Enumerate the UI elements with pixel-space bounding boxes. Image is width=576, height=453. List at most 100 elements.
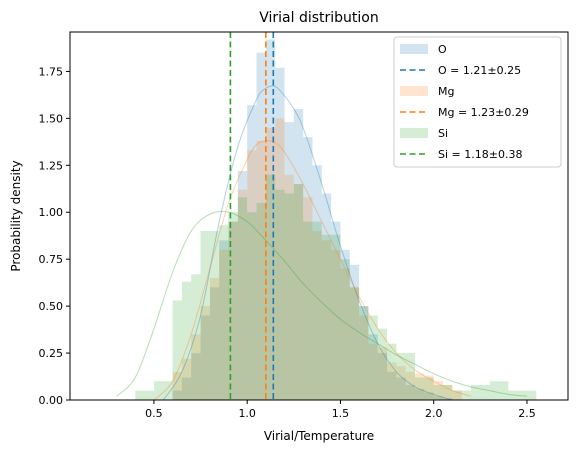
histogram-bar xyxy=(331,249,341,400)
x-tick-label: 2.5 xyxy=(518,407,536,420)
histogram-bar xyxy=(172,371,182,400)
histogram-bar xyxy=(265,127,276,400)
histogram-bar xyxy=(452,390,462,400)
histogram-bar xyxy=(219,249,229,400)
y-tick-label: 1.50 xyxy=(39,112,64,125)
histogram-bar xyxy=(181,358,192,400)
histogram-bar xyxy=(387,371,397,400)
kde-curve-mg xyxy=(153,140,472,400)
y-tick-label: 0.75 xyxy=(39,253,64,266)
legend-swatch xyxy=(400,128,428,138)
histogram-bar xyxy=(275,118,285,400)
x-tick-label: 1.5 xyxy=(332,407,350,420)
histogram-bar xyxy=(135,390,154,400)
plot-area xyxy=(116,32,537,400)
legend-label: Si = 1.18±0.38 xyxy=(438,148,522,161)
kde-curve-o xyxy=(162,85,453,400)
legend-swatch xyxy=(400,44,428,54)
histogram-bar xyxy=(284,174,294,400)
plot-frame xyxy=(69,31,569,401)
histogram-bar xyxy=(237,197,248,400)
legend-label: Mg = 1.23±0.29 xyxy=(438,106,529,119)
y-tick-label: 1.00 xyxy=(39,206,64,219)
legend: O O = 1.21±0.25 Mg Mg = 1.23±0.29 Si Si = 1.1… xyxy=(393,36,562,168)
histogram-bar xyxy=(433,396,444,400)
histogram-bar xyxy=(349,287,360,400)
histogram-bar xyxy=(228,212,238,400)
histogram-bar xyxy=(377,347,388,400)
histogram-bar xyxy=(247,150,257,400)
y-tick-label: 1.75 xyxy=(39,65,64,78)
histogram-bar xyxy=(424,375,434,400)
histogram-bar xyxy=(228,221,238,400)
histogram-bar xyxy=(331,221,341,400)
histogram-bar xyxy=(452,390,472,400)
histogram-bar xyxy=(396,366,406,400)
histogram-bar xyxy=(303,197,313,400)
histogram-bar xyxy=(359,306,369,400)
histogram-bar xyxy=(209,287,220,400)
histogram-bar xyxy=(405,384,416,400)
x-tick-label: 1.0 xyxy=(238,407,256,420)
y-tick-label: 0.00 xyxy=(39,394,64,407)
histogram-bar xyxy=(237,189,248,400)
histogram-bar xyxy=(415,377,434,400)
histogram-bar xyxy=(219,240,229,400)
histogram-bar xyxy=(172,390,182,400)
histogram-bar xyxy=(377,353,388,400)
x-axis-label: Virial/Temperature xyxy=(264,429,374,443)
histogram-bar xyxy=(396,377,406,400)
histogram-bar xyxy=(191,334,201,400)
histogram-bar xyxy=(508,390,537,400)
histogram-bar xyxy=(191,353,201,400)
legend-label: Si xyxy=(438,127,448,140)
histogram-bar xyxy=(191,274,201,400)
histogram-bar xyxy=(443,384,453,400)
histogram-bar xyxy=(247,212,257,400)
histogram-bar xyxy=(405,353,416,400)
histogram-bar xyxy=(256,202,266,400)
histogram-o xyxy=(172,39,453,400)
y-axis-label: Probability density xyxy=(9,160,23,271)
histogram-bar xyxy=(415,373,425,400)
histogram-bar xyxy=(200,315,210,400)
legend-box xyxy=(393,36,562,168)
histogram-bar xyxy=(247,105,257,400)
histogram-bar xyxy=(275,67,285,400)
histogram-bar xyxy=(293,108,304,400)
legend-label: O = 1.21±0.25 xyxy=(438,64,521,77)
x-tick-label: 0.5 xyxy=(145,407,163,420)
histogram-bar xyxy=(228,221,238,400)
histogram-bar xyxy=(303,137,313,400)
histogram-bar xyxy=(387,343,397,400)
histogram-bar xyxy=(181,377,192,400)
histogram-bar xyxy=(415,388,425,400)
histogram-bar xyxy=(275,189,285,400)
histogram-bar xyxy=(368,343,378,400)
histogram-bar xyxy=(321,234,341,400)
histogram-bar xyxy=(321,240,332,400)
x-axis: 0.5 1.0 1.5 2.0 2.5 xyxy=(145,400,536,420)
histogram-bar xyxy=(349,264,360,400)
histogram-bar xyxy=(200,231,210,400)
histogram-bar xyxy=(284,122,294,400)
histogram-bar xyxy=(153,381,173,400)
histogram-bar xyxy=(368,334,378,400)
histogram-bar xyxy=(265,39,276,400)
histogram-bar xyxy=(293,184,304,400)
chart-title: Virial distribution xyxy=(259,10,379,26)
kde-curve-si xyxy=(116,210,528,397)
histogram-bar xyxy=(312,231,322,400)
histogram-bar xyxy=(443,398,453,400)
histogram-bar xyxy=(200,306,210,400)
y-tick-label: 0.25 xyxy=(39,347,64,360)
histogram-bar xyxy=(471,384,490,400)
histogram-bar xyxy=(340,268,350,400)
histogram-bar xyxy=(349,287,360,400)
histogram-bar xyxy=(284,193,294,400)
histogram-bar xyxy=(424,392,434,400)
histogram-bar xyxy=(368,315,378,400)
histogram-bar xyxy=(359,306,369,400)
histogram-mg xyxy=(172,118,462,400)
